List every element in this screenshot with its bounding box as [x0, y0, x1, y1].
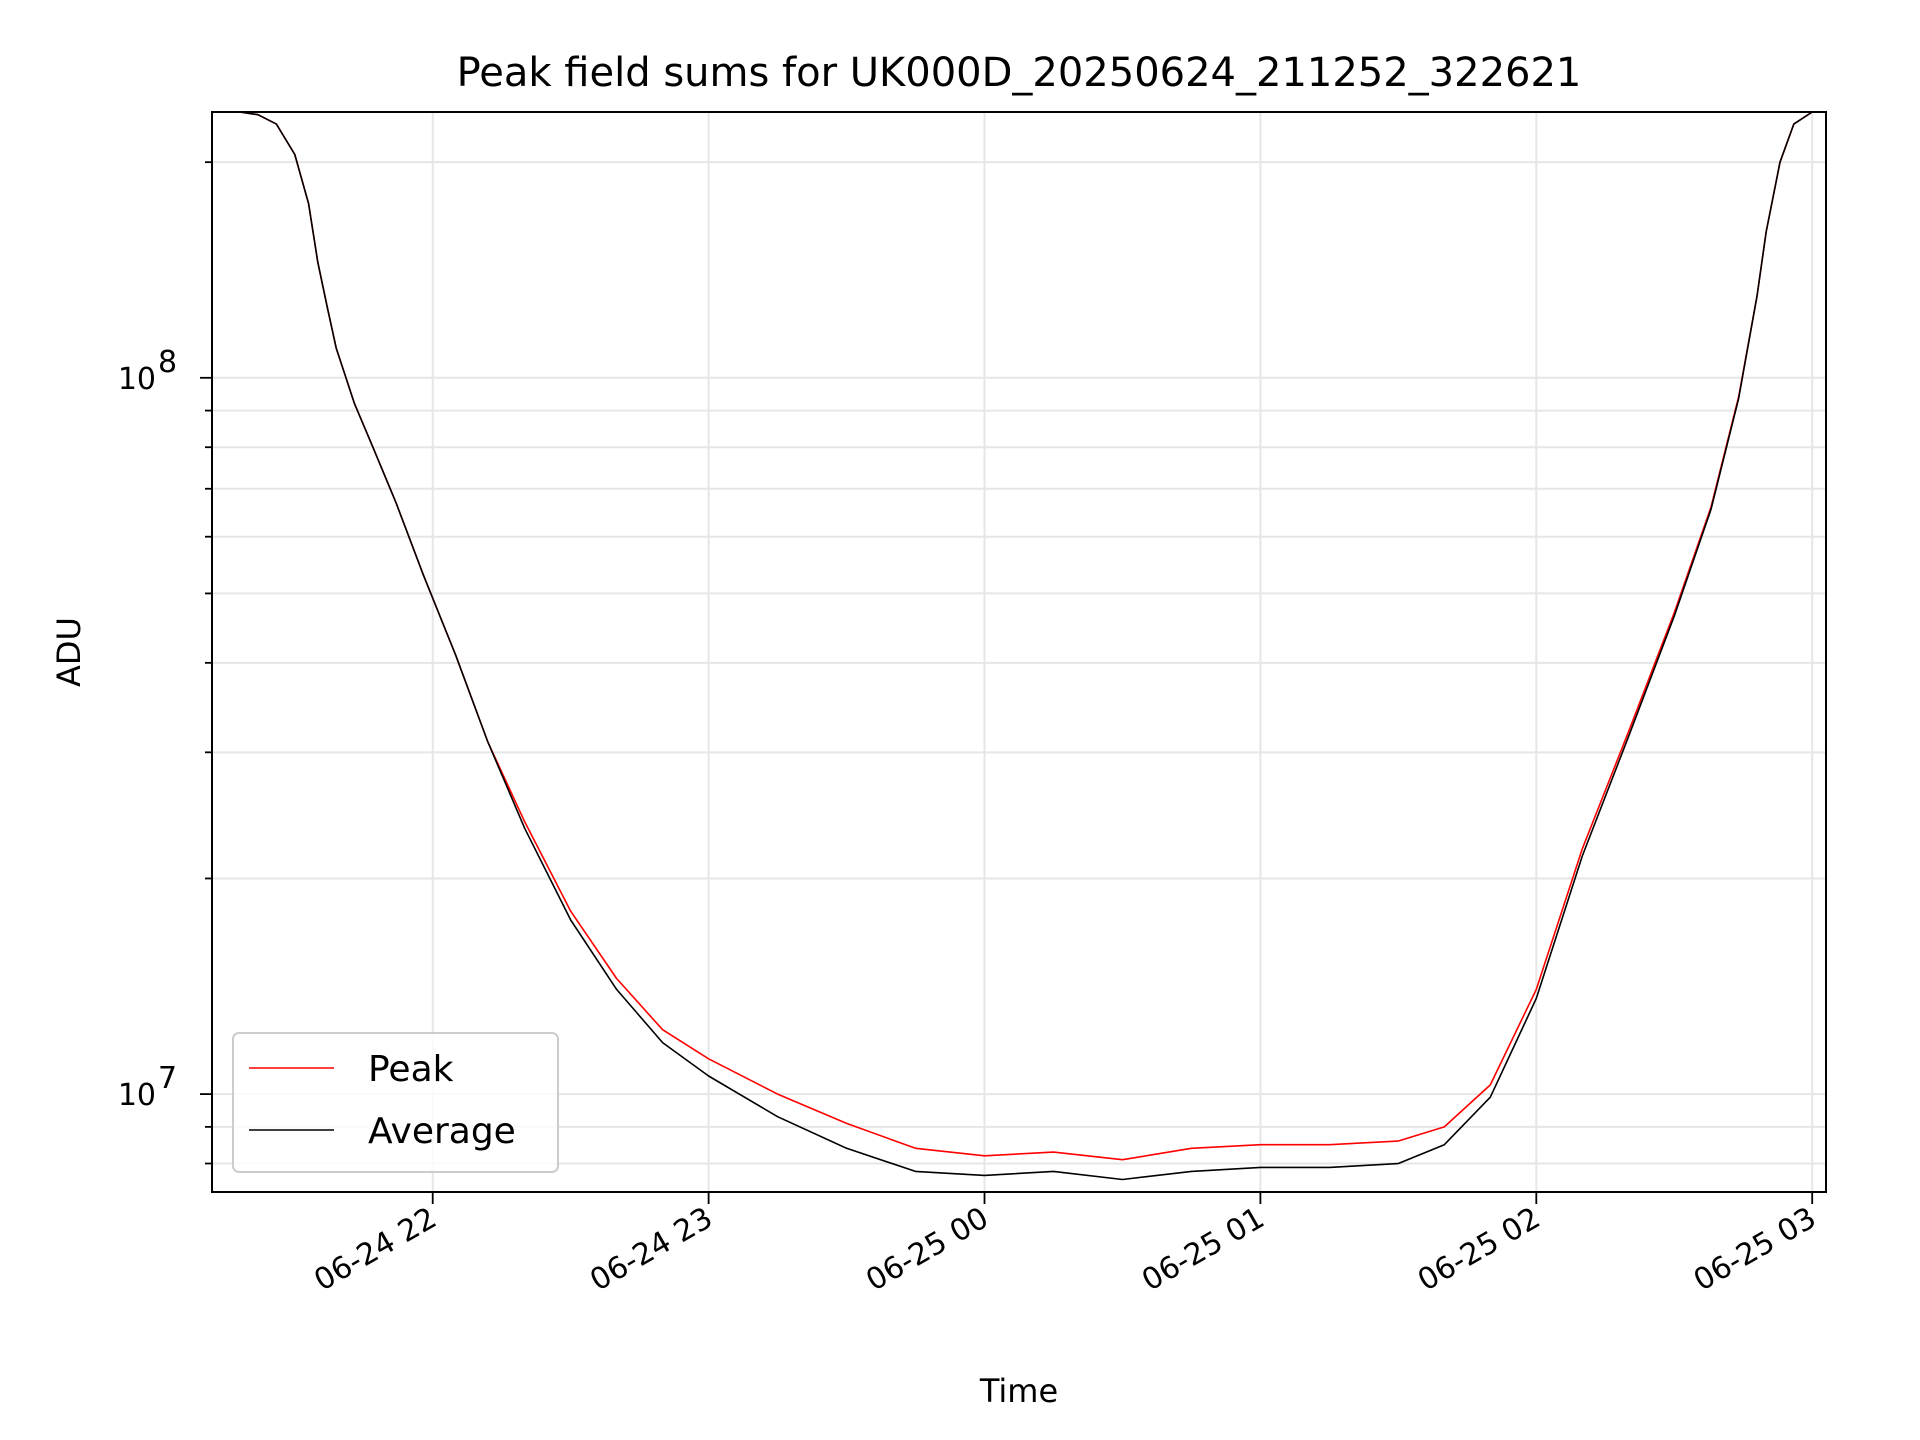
grid-lines: [212, 112, 1826, 1192]
x-tick-label: 06-25 03: [1688, 1201, 1822, 1299]
legend: Peak Average: [232, 1032, 559, 1173]
y-tick-base: 10: [118, 362, 156, 397]
series-line-peak: [212, 111, 1826, 1161]
series-line-average: [212, 111, 1826, 1181]
x-axis-ticks: 06-24 22 06-24 23 06-25 00 06-25 01 06-25 02…: [308, 1192, 1822, 1298]
x-tick-label: 06-25 02: [1412, 1201, 1546, 1299]
y-axis-label: ADU: [50, 617, 88, 687]
legend-peak-label: Peak: [368, 1049, 454, 1090]
x-tick-label: 06-24 23: [584, 1201, 718, 1299]
chart-title: Peak field sums for UK000D_20250624_2112…: [457, 50, 1582, 96]
x-axis-label: Time: [979, 1372, 1058, 1410]
x-tick-label: 06-25 01: [1136, 1201, 1270, 1299]
x-tick-label: 06-24 22: [308, 1201, 442, 1299]
series-layer: [212, 111, 1826, 1181]
y-tick-label: 10: [118, 362, 156, 397]
plot-frame: [211, 111, 1827, 1193]
x-tick-label: 06-25 00: [860, 1201, 994, 1299]
legend-average-label: Average: [368, 1111, 516, 1152]
y-tick-label: 10: [118, 1078, 156, 1113]
y-tick-base: 10: [118, 1078, 156, 1113]
y-tick-exponent: 7: [158, 1061, 177, 1096]
y-tick-exponent: 8: [158, 345, 177, 380]
